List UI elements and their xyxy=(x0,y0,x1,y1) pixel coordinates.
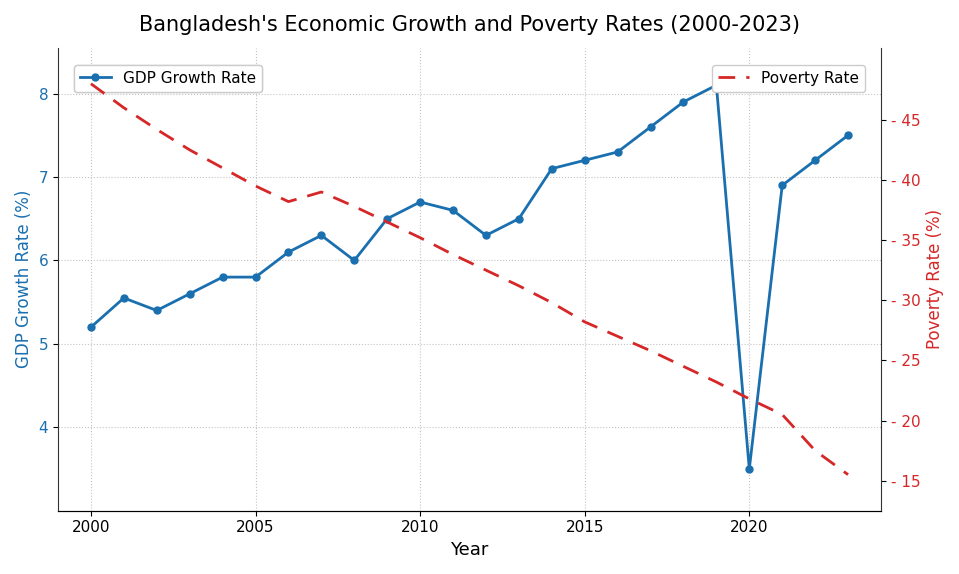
Poverty Rate xyxy=(151,126,162,133)
Poverty Rate xyxy=(809,447,821,454)
Poverty Rate xyxy=(348,203,360,210)
GDP Growth Rate xyxy=(480,232,492,239)
Poverty Rate xyxy=(513,282,525,289)
GDP Growth Rate xyxy=(644,123,656,130)
Poverty Rate xyxy=(612,333,623,340)
X-axis label: Year: Year xyxy=(451,541,489,559)
Poverty Rate xyxy=(579,319,591,325)
Poverty Rate xyxy=(480,267,492,274)
GDP Growth Rate xyxy=(118,294,129,301)
GDP Growth Rate xyxy=(513,215,525,222)
GDP Growth Rate xyxy=(283,249,294,255)
Poverty Rate xyxy=(283,198,294,205)
Legend: GDP Growth Rate: GDP Growth Rate xyxy=(74,64,262,92)
Poverty Rate xyxy=(249,183,261,189)
Poverty Rate xyxy=(118,104,129,111)
GDP Growth Rate xyxy=(316,232,327,239)
Title: Bangladesh's Economic Growth and Poverty Rates (2000-2023): Bangladesh's Economic Growth and Poverty… xyxy=(139,15,800,35)
Poverty Rate xyxy=(777,411,788,418)
GDP Growth Rate xyxy=(217,274,228,281)
GDP Growth Rate xyxy=(447,207,458,214)
Line: Poverty Rate: Poverty Rate xyxy=(91,84,848,475)
Poverty Rate xyxy=(447,251,458,258)
GDP Growth Rate xyxy=(184,290,196,297)
Poverty Rate xyxy=(711,379,722,386)
GDP Growth Rate xyxy=(711,82,722,88)
GDP Growth Rate xyxy=(743,466,755,472)
Legend: Poverty Rate: Poverty Rate xyxy=(713,64,865,92)
Poverty Rate xyxy=(546,299,557,306)
GDP Growth Rate xyxy=(249,274,261,281)
Poverty Rate xyxy=(644,347,656,354)
GDP Growth Rate xyxy=(809,157,821,164)
GDP Growth Rate xyxy=(382,215,393,222)
GDP Growth Rate xyxy=(678,99,690,106)
Poverty Rate xyxy=(414,234,426,241)
GDP Growth Rate xyxy=(348,257,360,264)
Y-axis label: GDP Growth Rate (%): GDP Growth Rate (%) xyxy=(15,190,33,369)
GDP Growth Rate xyxy=(546,165,557,172)
Poverty Rate xyxy=(743,395,755,402)
Poverty Rate xyxy=(316,188,327,195)
GDP Growth Rate xyxy=(85,324,97,331)
Y-axis label: Poverty Rate (%): Poverty Rate (%) xyxy=(926,209,944,349)
Poverty Rate xyxy=(85,80,97,87)
Poverty Rate xyxy=(842,471,854,478)
GDP Growth Rate xyxy=(579,157,591,164)
GDP Growth Rate xyxy=(612,149,623,156)
GDP Growth Rate xyxy=(777,182,788,189)
GDP Growth Rate xyxy=(151,307,162,314)
Poverty Rate xyxy=(678,363,690,370)
Poverty Rate xyxy=(382,219,393,226)
GDP Growth Rate xyxy=(414,199,426,205)
Poverty Rate xyxy=(184,146,196,153)
GDP Growth Rate xyxy=(842,132,854,139)
Line: GDP Growth Rate: GDP Growth Rate xyxy=(87,82,852,472)
Poverty Rate xyxy=(217,165,228,172)
